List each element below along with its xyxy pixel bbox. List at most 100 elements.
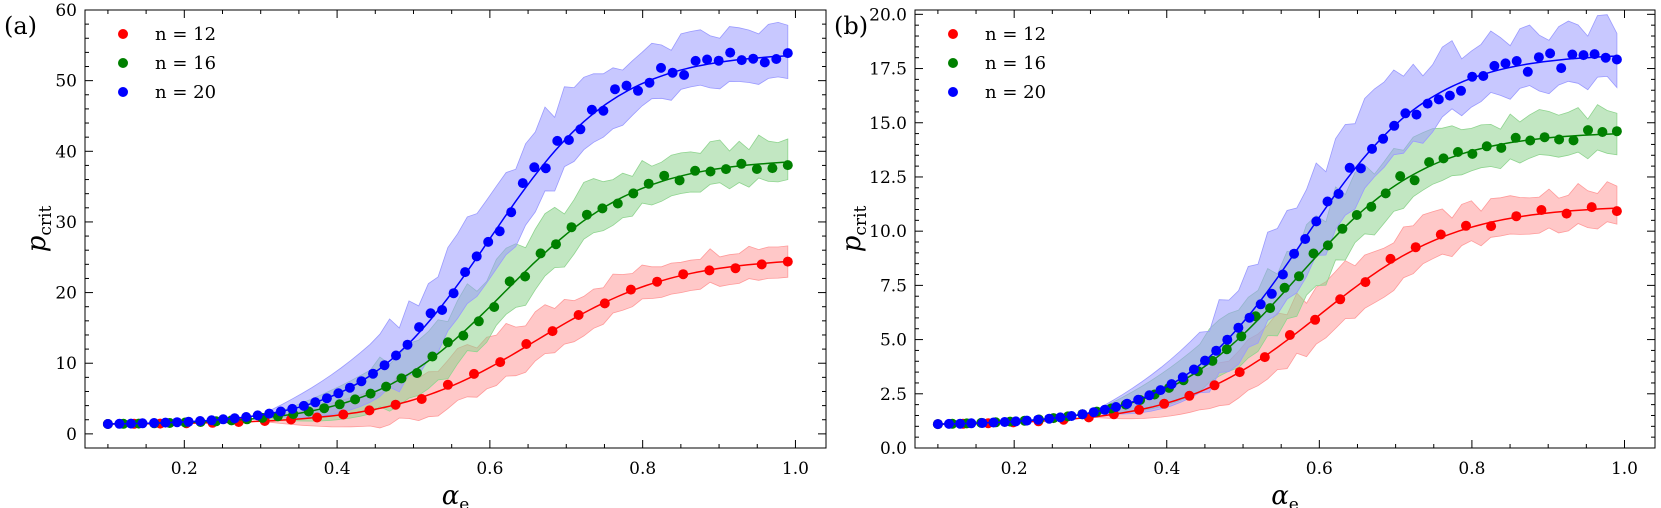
data-point [1360,277,1371,288]
panel-b: 0.2 0.4 0.6 0.8 1.0 0.0 2.5 5.0 7.5 10.0 12.5 15.0 1… [834,5,1656,508]
data-point [365,388,376,399]
data-point [1510,132,1521,143]
y-tick-label: 0 [66,425,77,445]
data-point [1166,379,1177,390]
legend-label: n = 12 [985,24,1046,45]
data-point [412,368,422,378]
data-point [137,418,148,429]
x-tick-label: 0.2 [1001,459,1028,479]
x-tick-label: 1.0 [1611,459,1638,479]
data-point [944,418,954,429]
data-point [977,418,988,428]
data-point [1265,303,1276,314]
data-point [427,351,438,362]
data-point [547,326,558,337]
data-point [1351,210,1362,220]
data-point [1211,345,1222,356]
data-point [1255,299,1266,310]
data-point [690,55,701,66]
data-point [1444,90,1455,101]
data-point [1385,253,1396,264]
data-point [644,77,655,88]
data-point [1077,409,1088,420]
data-point [1486,221,1497,232]
data-point [1289,248,1300,259]
data-point [206,415,217,426]
y-tick-label: 20 [55,284,77,304]
data-point [736,158,747,169]
data-point [1266,288,1277,299]
data-point [1435,229,1446,240]
data-point [334,399,345,410]
data-point [172,417,183,428]
data-point [529,162,540,173]
axes-frame [914,9,1656,449]
data-point [1294,271,1304,282]
data-point [506,207,517,218]
data-point [1511,56,1522,66]
data-point [1461,220,1471,231]
data-point [955,418,966,429]
data-point [659,170,670,181]
data-point [999,417,1010,427]
data-point [563,135,574,145]
data-point [1333,188,1344,199]
data-point [504,276,515,287]
data-point [1522,66,1533,77]
data-point [679,70,690,80]
data-point [1467,148,1478,159]
data-point [599,298,610,309]
x-tick-label: 0.6 [476,459,503,479]
data-point [1600,52,1611,63]
data-point [573,310,584,320]
data-point [473,316,484,327]
data-point [287,403,298,414]
data-point [114,418,125,429]
data-point [621,80,632,91]
data-point [730,263,741,274]
data-point [1279,282,1290,293]
data-point [736,55,747,66]
data-point [126,418,136,429]
data-point [704,265,715,276]
data-point [495,357,506,368]
data-point [1496,142,1507,153]
data-point [1467,71,1478,82]
x-axis-label-sub: e [459,495,469,508]
data-point [1410,242,1421,253]
data-point [1322,240,1333,251]
y-axis-label-sub: crit [851,206,871,236]
data-point [535,248,546,259]
data-point [1144,390,1155,401]
plot-area [102,21,793,429]
data-point [183,416,194,427]
data-point [674,175,685,186]
data-point [1456,85,1466,96]
x-axis-label-main: α [1271,481,1289,508]
data-point [321,393,332,404]
data-point [264,408,275,419]
y-tick-label: 2.5 [880,385,907,405]
legend-marker [118,29,128,39]
data-point [396,373,407,384]
data-point [1184,390,1195,401]
x-axis-label-sub: e [1289,495,1299,508]
data-point [748,53,759,64]
data-point [1337,223,1348,234]
data-point [598,105,609,116]
panel-label: (b) [834,12,868,40]
data-point [1389,120,1400,131]
panel-label: (a) [4,12,37,40]
data-point [1200,355,1210,366]
y-tick-label: 20.0 [869,5,907,25]
data-point [381,381,392,392]
data-point [448,288,459,299]
data-point [1355,163,1366,174]
data-point [1533,52,1544,63]
data-point [1284,330,1295,340]
data-point [102,419,113,429]
data-point [229,413,240,424]
data-point [1411,109,1422,120]
data-point [1378,133,1389,144]
